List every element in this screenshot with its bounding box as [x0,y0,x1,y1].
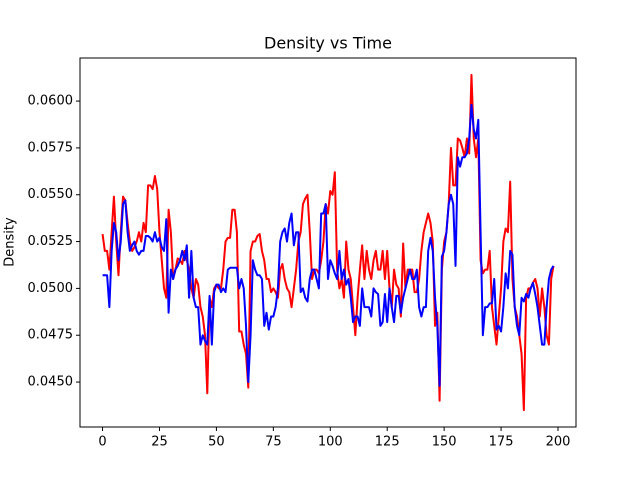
y-axis-label: Density [3,217,18,267]
y-tick-label: 0.0550 [28,187,74,202]
x-tick-label: 0 [98,435,106,450]
x-tick-label: 50 [208,435,225,450]
x-tick-label: 100 [318,435,343,450]
y-tick-label: 0.0600 [28,94,74,109]
plot-frame [79,57,577,428]
series-line [101,73,555,412]
y-tick-label: 0.0525 [28,234,74,249]
x-tick-label: 200 [546,435,571,450]
x-tick-label: 150 [432,435,457,450]
series-line [102,103,555,387]
x-tick-label: 125 [375,435,400,450]
x-tick-label: 25 [151,435,168,450]
y-tick-label: 0.0575 [28,140,74,155]
x-tick-label: 175 [489,435,514,450]
y-tick-label: 0.0450 [28,375,74,390]
x-tick-label: 75 [265,435,282,450]
chart-title: Density vs Time [264,34,392,53]
y-tick-label: 0.0475 [28,328,74,343]
y-tick-label: 0.0500 [28,281,74,296]
